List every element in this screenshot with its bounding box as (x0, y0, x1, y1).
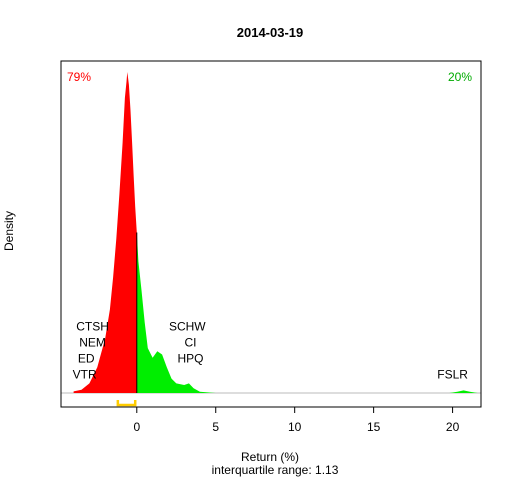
x-tick-label: 5 (212, 420, 219, 434)
density-negative-area (73, 72, 137, 393)
x-tick-label: 15 (367, 420, 381, 434)
ticker-label: HPQ (177, 352, 203, 366)
chart-title: 2014-03-19 (237, 25, 304, 40)
interquartile-range-marker (116, 400, 137, 407)
chart-subtitle: interquartile range: 1.13 (212, 463, 339, 477)
x-tick-label: 10 (288, 420, 302, 434)
x-tick-label: 20 (446, 420, 460, 434)
ticker-label: VTR (73, 368, 97, 382)
plot-area: CTSH NEM ED VTR SCHW CI HPQ FSLR 0 5 10 15 20 (61, 72, 481, 434)
x-tick-label: 0 (133, 420, 140, 434)
ticker-label: CTSH (76, 319, 109, 333)
ticker-label: FSLR (437, 368, 468, 382)
positive-share-label: 20% (448, 70, 472, 84)
plot-frame (60, 60, 482, 408)
density-positive-area (136, 232, 478, 393)
ticker-label: NEM (79, 335, 106, 349)
ticker-label: SCHW (169, 319, 206, 333)
ticker-label: CI (184, 335, 196, 349)
ticker-label: ED (78, 352, 95, 366)
negative-share-label: 79% (67, 70, 91, 84)
y-axis-label: Density (2, 211, 16, 251)
x-axis-label: Return (%) (241, 450, 299, 464)
